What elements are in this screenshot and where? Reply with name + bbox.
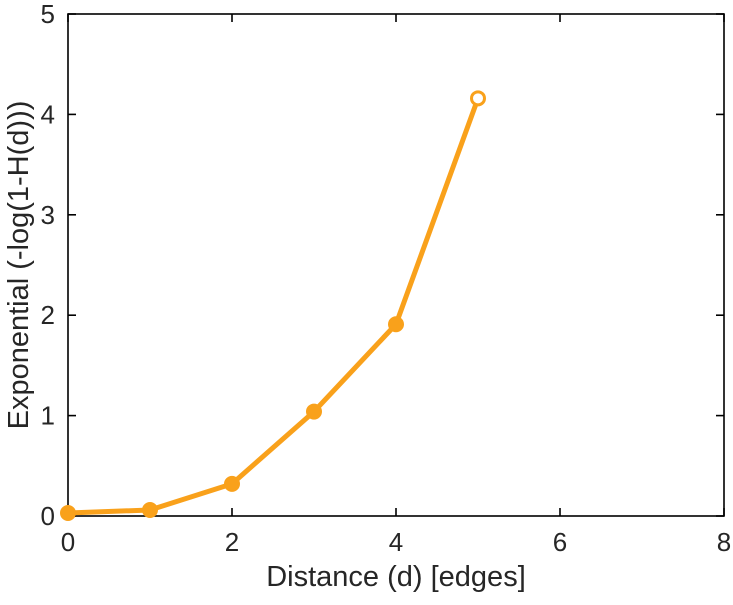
y-tick-label: 2 [41, 300, 55, 330]
data-line [65, 95, 481, 516]
axes-box [67, 13, 725, 517]
data-marker [142, 501, 158, 518]
x-tick-label: 4 [389, 527, 403, 557]
data-series-layer [60, 90, 486, 521]
x-axis-label: Distance (d) [edges] [266, 561, 526, 593]
y-tick-label: 1 [41, 401, 55, 431]
labels-layer: Distance (d) [edges] Exponential (-log(1… [3, 101, 526, 593]
x-tick-label: 8 [717, 527, 731, 557]
y-tick-label: 3 [41, 200, 55, 230]
axes-layer: 0 2 4 6 8 0 1 2 3 4 5 [41, 0, 732, 557]
x-tick-label: 2 [225, 527, 239, 557]
y-tick-label: 4 [41, 99, 55, 129]
data-marker [60, 504, 76, 521]
y-tick-label: 5 [41, 0, 55, 29]
y-axis-label: Exponential (-log(1-H(d))) [3, 101, 35, 430]
data-marker-open [470, 90, 486, 107]
x-tick-label: 6 [553, 527, 567, 557]
data-marker [306, 403, 322, 420]
y-tick-label: 0 [41, 501, 55, 531]
data-marker [388, 316, 404, 333]
data-marker [224, 475, 240, 492]
x-tick-label: 0 [61, 527, 75, 557]
